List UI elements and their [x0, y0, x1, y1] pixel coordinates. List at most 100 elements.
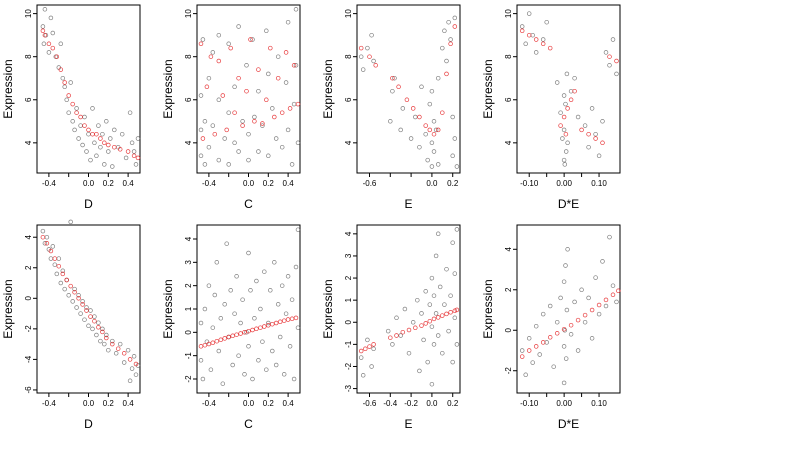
data-point [98, 338, 103, 344]
fitted-point [431, 316, 437, 322]
data-point [96, 123, 101, 128]
data-point [226, 41, 231, 47]
data-point [90, 326, 95, 332]
data-point [431, 342, 437, 347]
data-point [66, 110, 71, 115]
data-point [50, 30, 56, 36]
y-tick-label: 8 [24, 54, 33, 59]
data-point [425, 157, 430, 163]
data-point [417, 368, 422, 374]
data-point [533, 50, 539, 55]
fitted-point [56, 263, 62, 269]
data-point [218, 316, 224, 321]
data-point [575, 114, 581, 120]
data-point [448, 37, 453, 42]
data-point [388, 119, 393, 124]
y-tick-label: 10 [504, 9, 513, 18]
y-tick-label: 8 [184, 54, 193, 59]
data-point [293, 7, 299, 12]
data-point [429, 88, 435, 94]
fitted-point [260, 121, 265, 126]
data-point [78, 123, 83, 128]
y-axis-title: Expression [161, 59, 175, 118]
data-point [603, 50, 609, 55]
fitted-point [121, 351, 127, 356]
data-point [224, 241, 229, 246]
data-point [365, 45, 370, 51]
fitted-point [46, 41, 52, 47]
data-point [76, 136, 81, 141]
data-point [202, 306, 208, 312]
y-tick-label: 4 [184, 236, 193, 241]
data-point [102, 162, 107, 167]
data-point [262, 269, 267, 274]
panel-2: -0.4 0.0 0.2 0.4 4 6 8 10 C Expression [161, 4, 301, 211]
fitted-point [246, 328, 251, 334]
data-point [210, 325, 216, 330]
data-point [537, 352, 542, 357]
fitted-point [563, 131, 569, 137]
fitted-point [115, 346, 121, 351]
y-tick-label: 1 [344, 297, 353, 302]
data-point [607, 234, 612, 240]
x-tick-label: 0.00 [556, 399, 572, 408]
data-point [561, 127, 567, 133]
fitted-point [133, 361, 139, 367]
fitted-point [600, 140, 605, 146]
fitted-point [238, 331, 243, 336]
fitted-point [293, 315, 299, 321]
data-point [610, 37, 616, 42]
data-point [72, 127, 77, 133]
data-point [232, 311, 237, 316]
data-point [450, 240, 455, 245]
x-axis-title: D [84, 197, 93, 211]
data-point [273, 362, 279, 368]
panel-1: -0.4 0.0 0.2 0.4 4 6 8 10 D Expression [1, 4, 141, 211]
data-point [246, 131, 251, 137]
fitted-point [218, 337, 224, 343]
fitted-point [596, 302, 602, 308]
panel-7: -0.6 -0.4 -0.2 0.0 0.2 -3 -2 -1 0 1 2 3 4 E Expression [321, 224, 461, 431]
data-point [433, 253, 439, 259]
data-point [523, 41, 528, 47]
data-point [240, 119, 245, 124]
fitted-point [232, 110, 237, 115]
y-tick-label: -3 [344, 384, 353, 392]
fitted-point [62, 80, 67, 85]
data-point [589, 336, 595, 341]
y-tick-label: 6 [24, 97, 33, 102]
fitted-point [250, 327, 255, 333]
data-point [607, 63, 612, 68]
data-point [275, 302, 281, 307]
data-point [210, 123, 216, 128]
fitted-point [84, 308, 89, 313]
panel-3: -0.6 0.0 0.2 4 6 8 10 E Expression [321, 4, 461, 211]
data-point [135, 136, 141, 141]
fitted-point [208, 54, 214, 59]
data-point [562, 162, 568, 167]
fitted-point [40, 28, 46, 34]
fitted-point [406, 327, 412, 333]
fitted-point [230, 333, 235, 339]
data-point [568, 332, 574, 337]
fitted-point [264, 97, 269, 103]
data-point [236, 353, 241, 358]
data-point [281, 372, 287, 377]
data-point [442, 28, 447, 34]
data-point [216, 97, 222, 103]
data-point [371, 58, 376, 64]
data-point [565, 247, 570, 252]
data-point [129, 366, 135, 371]
data-point [86, 323, 91, 329]
x-tick-label: 0.0 [243, 399, 255, 408]
fitted-point [519, 354, 525, 359]
data-point [78, 311, 83, 316]
data-point [60, 75, 66, 81]
data-point [214, 260, 220, 265]
x-tick-label: -0.4 [202, 179, 216, 188]
data-point [200, 376, 206, 382]
data-point [102, 341, 107, 347]
data-point [295, 140, 301, 146]
data-point [110, 338, 115, 344]
